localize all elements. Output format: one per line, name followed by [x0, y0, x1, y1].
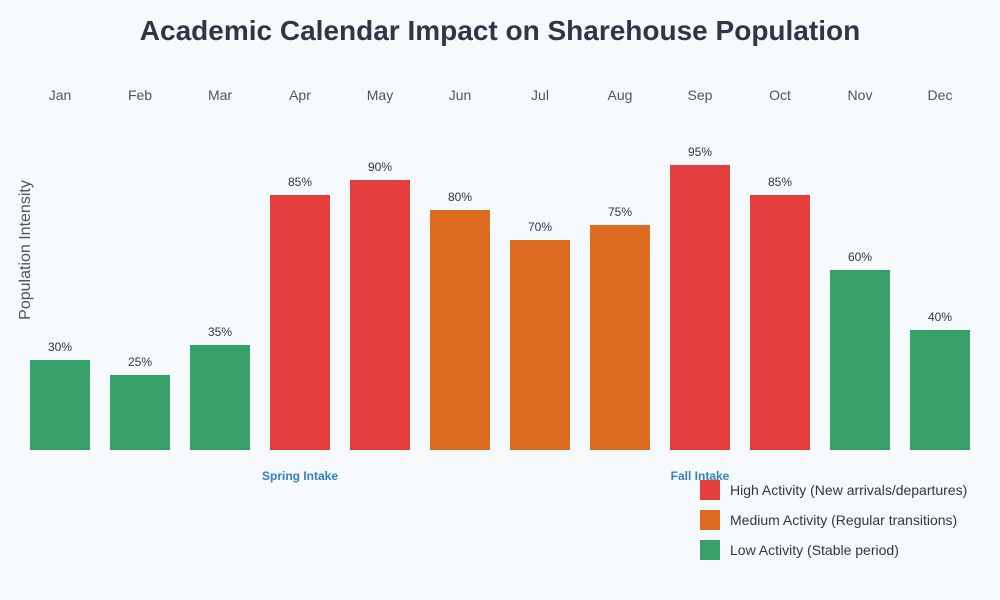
bar-jun [430, 210, 490, 450]
value-label: 35% [208, 325, 232, 339]
month-label: Oct [769, 87, 791, 103]
month-label: Jul [531, 87, 549, 103]
bar-nov [830, 270, 890, 450]
month-label: Dec [928, 87, 953, 103]
value-label: 75% [608, 205, 632, 219]
legend-swatch-medium [700, 510, 720, 530]
bar-dec [910, 330, 970, 450]
month-label: Jan [49, 87, 72, 103]
legend-swatch-high [700, 480, 720, 500]
bar-aug [590, 225, 650, 450]
chart-title: Academic Calendar Impact on Sharehouse P… [140, 15, 860, 46]
value-label: 85% [768, 175, 792, 189]
bar-sep [670, 165, 730, 450]
month-label: Mar [208, 87, 232, 103]
value-label: 70% [528, 220, 552, 234]
value-label: 60% [848, 250, 872, 264]
bar-feb [110, 375, 170, 450]
bar-oct [750, 195, 810, 450]
legend-label-high: High Activity (New arrivals/departures) [730, 482, 967, 498]
value-label: 30% [48, 340, 72, 354]
annotation-label: Spring Intake [262, 469, 338, 483]
bar-apr [270, 195, 330, 450]
legend-label-low: Low Activity (Stable period) [730, 542, 899, 558]
month-label: Nov [848, 87, 873, 103]
annotation-label: Fall Intake [671, 469, 730, 483]
y-axis-label: Population Intensity [17, 180, 34, 320]
value-label: 85% [288, 175, 312, 189]
month-label: Feb [128, 87, 152, 103]
value-label: 40% [928, 310, 952, 324]
legend-swatch-low [700, 540, 720, 560]
bar-jul [510, 240, 570, 450]
value-label: 80% [448, 190, 472, 204]
month-label: Jun [449, 87, 472, 103]
month-label: Sep [688, 87, 713, 103]
value-label: 25% [128, 355, 152, 369]
bar-mar [190, 345, 250, 450]
bar-may [350, 180, 410, 450]
bar-jan [30, 360, 90, 450]
month-label: Apr [289, 87, 311, 103]
value-label: 95% [688, 145, 712, 159]
value-label: 90% [368, 160, 392, 174]
month-label: Aug [608, 87, 633, 103]
legend-label-medium: Medium Activity (Regular transitions) [730, 512, 957, 528]
month-label: May [367, 87, 393, 103]
